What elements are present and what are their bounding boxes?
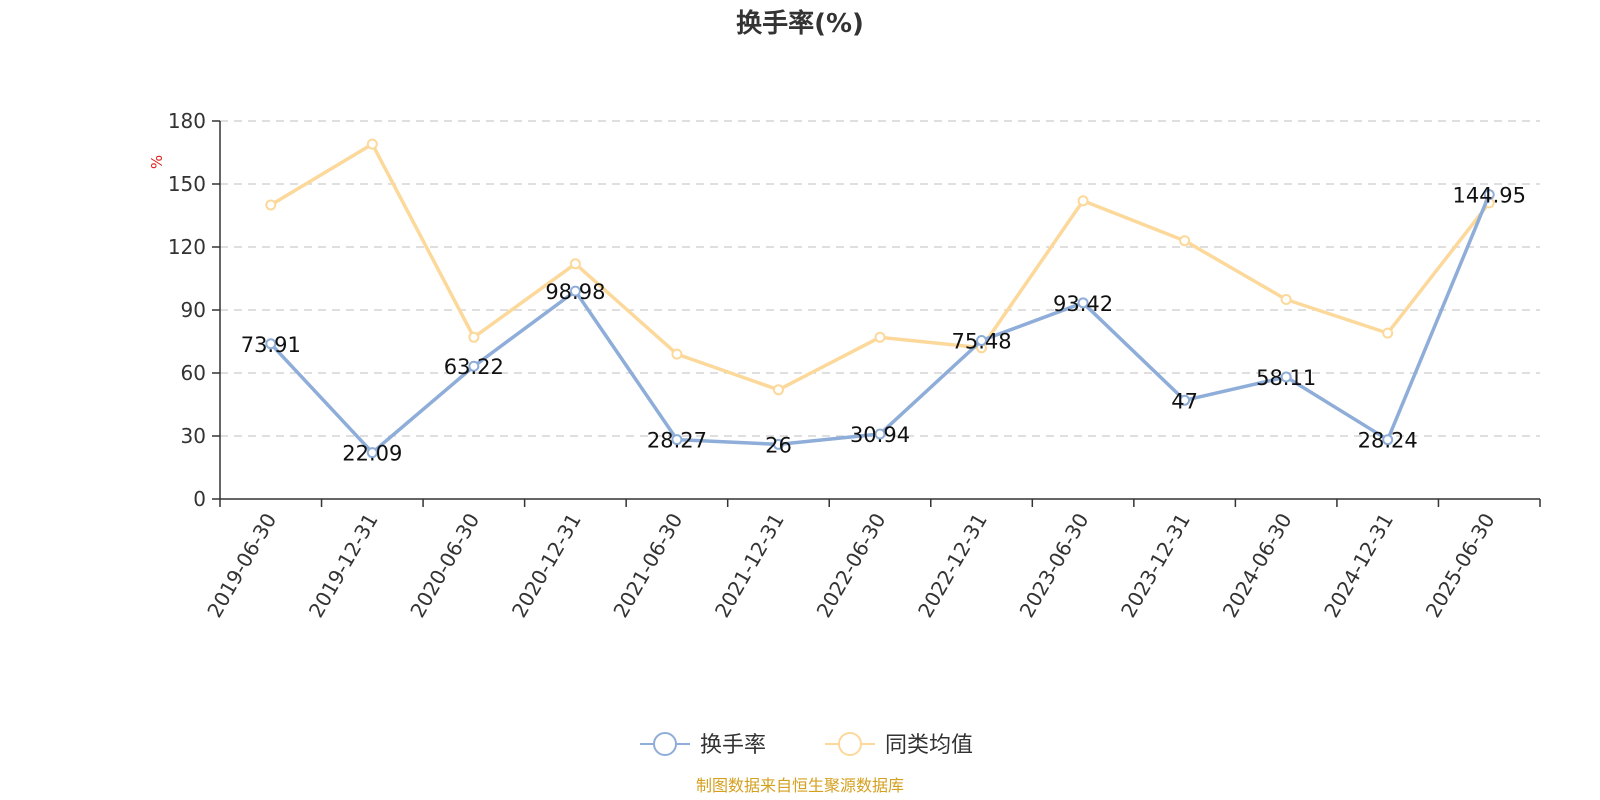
data-labels: 73.91 22.09 63.22 98.98 28.27 26 30.94 75.48 93.… xyxy=(241,184,1526,466)
y-tick-label: 0 xyxy=(193,487,206,511)
legend-marker-icon xyxy=(653,732,677,756)
data-label: 22.09 xyxy=(342,442,402,466)
data-point xyxy=(1280,294,1292,305)
y-tick-label: 90 xyxy=(181,298,206,322)
data-point xyxy=(265,199,277,211)
data-label: 30.94 xyxy=(850,423,910,447)
legend-label: 同类均值 xyxy=(885,733,973,758)
legend: 换手率 同类均值 xyxy=(640,732,973,758)
x-tick-label: 2021-12-31 xyxy=(710,509,789,622)
y-axis-unit: % xyxy=(148,155,166,169)
data-label: 47 xyxy=(1171,389,1198,413)
x-tick-label: 2020-06-30 xyxy=(405,509,484,622)
data-point xyxy=(1382,434,1394,446)
data-label: 75.48 xyxy=(951,329,1011,353)
data-point xyxy=(1483,189,1495,201)
data-point xyxy=(1179,235,1191,247)
data-point xyxy=(1077,297,1089,309)
x-tick-label: 2024-12-31 xyxy=(1319,509,1398,622)
series-line-0 xyxy=(269,193,1491,455)
series-line-1 xyxy=(269,142,1491,392)
x-tick-label: 2024-06-30 xyxy=(1218,509,1297,622)
y-tick-label: 60 xyxy=(181,361,206,385)
series-lines xyxy=(265,138,1495,459)
data-point xyxy=(772,384,784,396)
data-label: 26 xyxy=(765,433,792,457)
data-label: 63.22 xyxy=(444,355,504,379)
x-tick-label: 2022-12-31 xyxy=(913,509,992,622)
data-label: 144.95 xyxy=(1452,184,1525,208)
data-point xyxy=(1179,394,1191,406)
data-point xyxy=(468,360,480,372)
data-point xyxy=(1280,371,1292,383)
y-tick-label: 150 xyxy=(168,172,206,196)
data-point xyxy=(874,428,886,440)
x-tick-label: 2023-12-31 xyxy=(1116,509,1195,622)
data-point xyxy=(1382,327,1394,339)
data-label: 73.91 xyxy=(241,333,301,357)
x-tick-label: 2023-06-30 xyxy=(1015,509,1094,622)
data-label: 28.27 xyxy=(647,429,707,453)
data-point xyxy=(366,447,378,459)
legend-marker-icon xyxy=(838,732,862,756)
y-tick-label: 120 xyxy=(168,235,206,259)
legend-item-1[interactable]: 同类均值 xyxy=(825,732,973,758)
x-tick-label: 2019-06-30 xyxy=(202,509,281,622)
axes: 0 30 60 90 120 150 180 2019-06-30 2019-12-31 2020… xyxy=(168,109,1541,622)
data-point xyxy=(874,331,886,343)
x-tick-label: 2022-06-30 xyxy=(811,509,890,622)
chart-title: 换手率(%) xyxy=(736,8,864,39)
data-point xyxy=(671,434,683,446)
data-point xyxy=(976,334,988,346)
data-point xyxy=(1077,195,1089,207)
y-tick-label: 180 xyxy=(168,109,206,133)
grid-lines xyxy=(220,120,1540,437)
source-note: 制图数据来自恒生聚源数据库 xyxy=(696,776,904,795)
data-point xyxy=(671,348,683,360)
data-point xyxy=(772,438,784,450)
data-point xyxy=(366,138,378,150)
data-point xyxy=(569,285,581,297)
legend-label: 换手率 xyxy=(700,733,766,758)
legend-item-0[interactable]: 换手率 xyxy=(640,732,766,758)
data-label: 58.11 xyxy=(1256,366,1316,390)
data-label: 28.24 xyxy=(1358,429,1418,453)
data-point xyxy=(468,331,480,343)
data-point xyxy=(569,258,581,270)
x-tick-label: 2021-06-30 xyxy=(608,509,687,622)
data-label: 98.98 xyxy=(545,280,605,304)
y-tick-label: 30 xyxy=(181,424,206,448)
x-tick-label: 2025-06-30 xyxy=(1421,509,1500,622)
x-tick-label: 2020-12-31 xyxy=(507,509,586,622)
x-tick-label: 2019-12-31 xyxy=(304,509,383,622)
data-label: 93.42 xyxy=(1053,292,1113,316)
data-point xyxy=(265,338,277,350)
